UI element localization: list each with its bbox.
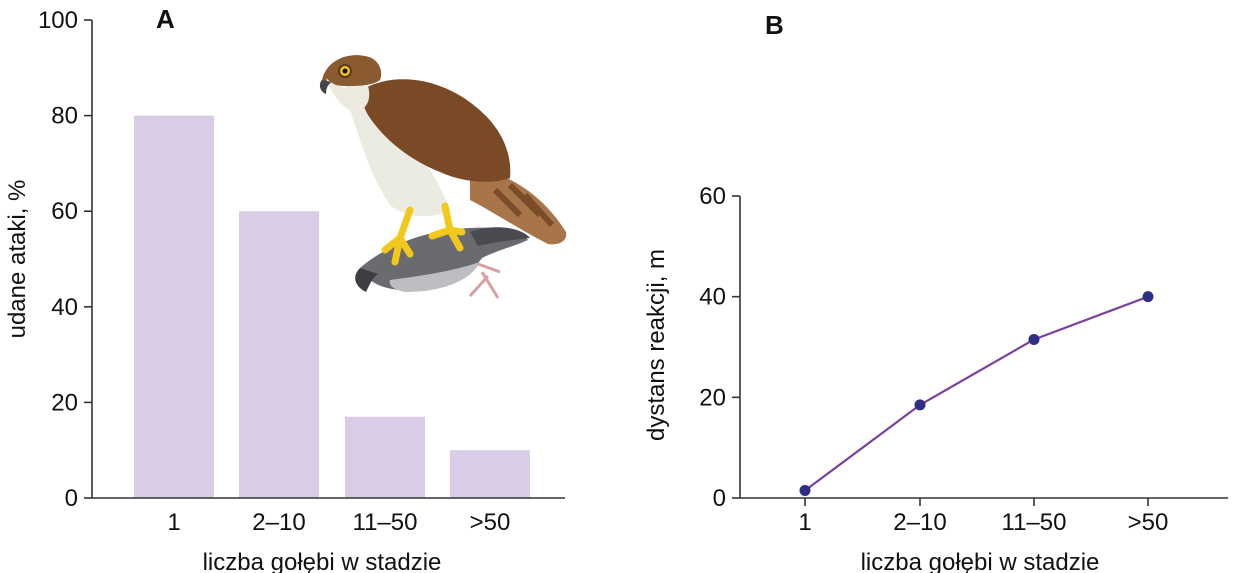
- y-axis-title-a: udane ataki, %: [4, 180, 31, 339]
- x-ticks-b: 1 2–10 11–50 >50: [798, 498, 1168, 536]
- y-tick-label: 0: [713, 485, 726, 512]
- x-tick-label: 2–10: [252, 509, 305, 536]
- x-tick-label: >50: [470, 509, 511, 536]
- y-tick-label: 60: [699, 183, 726, 210]
- panel-a-bar-chart: A 0 20 40 60 80 100 1 2–10 11–50 >50 liczba gołę…: [4, 4, 567, 573]
- bar-2: [345, 416, 425, 498]
- y-ticks-a: 0 20 40 60 80 100: [38, 7, 92, 512]
- y-tick-label: 60: [51, 198, 78, 225]
- x-tick-label: 11–50: [1002, 509, 1067, 536]
- panel-a-label: A: [156, 4, 175, 34]
- x-tick-label: >50: [1128, 509, 1169, 536]
- y-tick-label: 40: [51, 294, 78, 321]
- x-tick-label: 11–50: [353, 509, 418, 536]
- panel-b-label: B: [765, 10, 784, 40]
- x-axis-title-b: liczba gołębi w stadzie: [861, 549, 1100, 573]
- hawk-with-pigeon-prey-illustration: [319, 55, 567, 299]
- y-ticks-b: 0 20 40 60: [699, 183, 740, 512]
- data-point-0: [799, 484, 811, 496]
- bar-group: [134, 115, 530, 498]
- data-point-2: [1028, 333, 1040, 345]
- y-tick-label: 20: [51, 389, 78, 416]
- y-tick-label: 80: [51, 103, 78, 130]
- panel-b-line-chart: B 0 20 40 60 1 2–10 11–50 >50 liczba gołębi w …: [643, 10, 1228, 573]
- series-line: [804, 295, 1149, 492]
- x-axis-title-a: liczba gołębi w stadzie: [203, 549, 442, 573]
- data-point-1: [914, 399, 926, 411]
- y-tick-label: 0: [65, 485, 78, 512]
- x-tick-label: 1: [167, 509, 180, 536]
- x-tick-label: 2–10: [893, 509, 946, 536]
- x-ticks-a: 1 2–10 11–50 >50: [167, 509, 510, 536]
- bar-1: [239, 211, 319, 498]
- y-axis-title-b: dystans reakcji, m: [643, 249, 670, 441]
- y-tick-label: 40: [699, 284, 726, 311]
- bar-3: [450, 450, 530, 498]
- line-series: [799, 291, 1154, 496]
- data-point-3: [1142, 291, 1154, 303]
- x-tick-label: 1: [798, 509, 811, 536]
- y-tick-label: 20: [699, 384, 726, 411]
- y-tick-label: 100: [38, 7, 78, 34]
- bar-0: [134, 115, 214, 498]
